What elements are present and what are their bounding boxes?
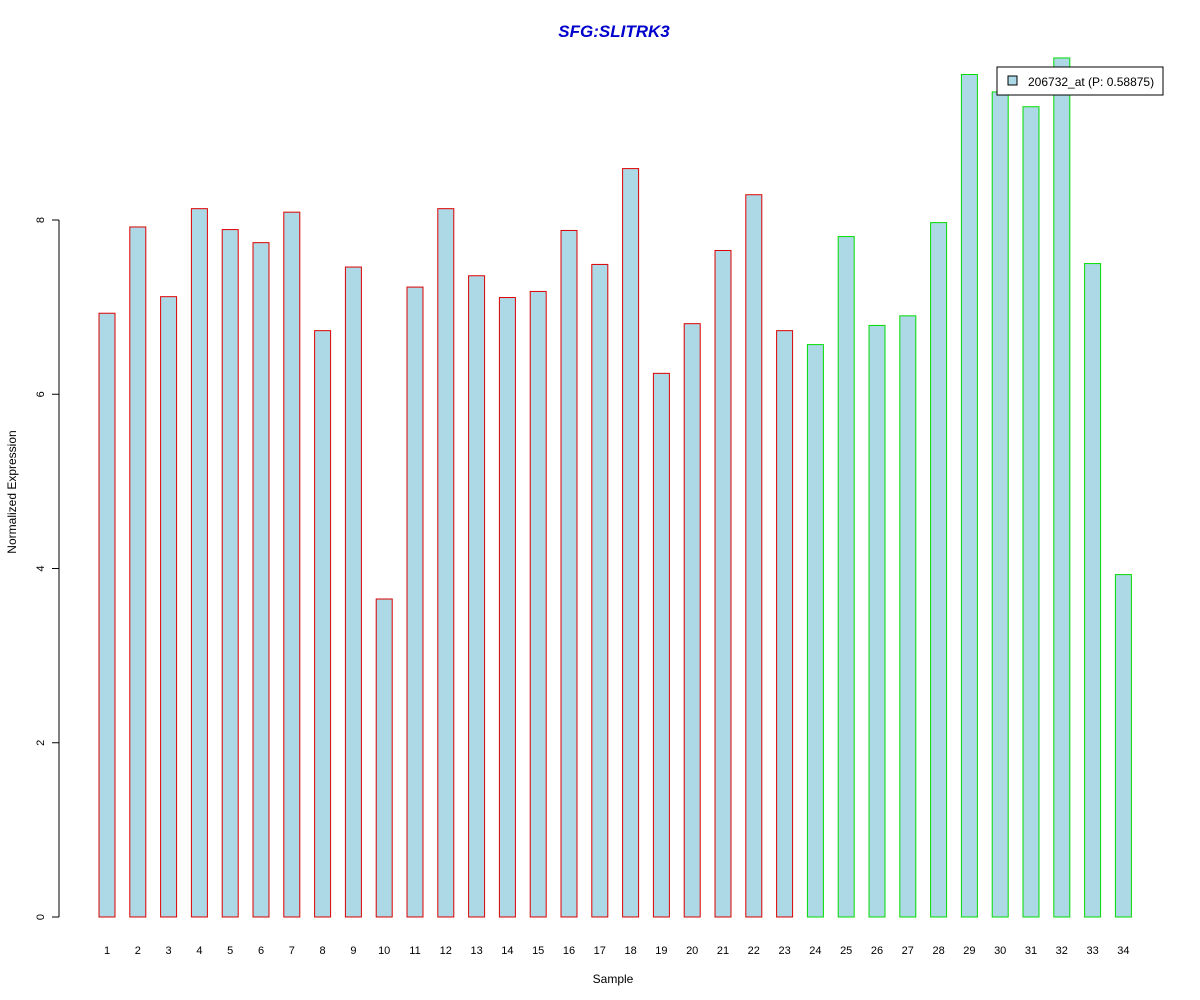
x-tick-label: 18: [624, 945, 636, 957]
bar: [745, 194, 763, 918]
bar: [868, 324, 886, 918]
x-tick-label: 27: [902, 945, 914, 957]
y-axis-label: Normalized Expression: [5, 430, 19, 553]
x-tick-label: 28: [932, 945, 944, 957]
x-tick-labels: 1 2 3 4 5 6 7 8 9 10 11 12 13 14 15 16 17 18 19 20 21 22 23 24 2…: [104, 945, 1130, 957]
bar: [560, 229, 578, 918]
x-tick-label: 6: [258, 945, 264, 957]
bar: [899, 315, 917, 918]
bar: [622, 168, 640, 918]
x-tick-label: 12: [440, 945, 452, 957]
x-tick-label: 24: [809, 945, 821, 957]
y-tick-label: 2: [35, 740, 47, 746]
x-tick-label: 14: [501, 945, 513, 957]
bar: [714, 249, 732, 918]
x-tick-label: 3: [166, 945, 172, 957]
y-tick-label: 0: [35, 914, 47, 920]
bar: [1114, 574, 1132, 918]
bars: [98, 57, 1132, 918]
bar: [344, 266, 362, 918]
bar: [437, 208, 455, 918]
x-tick-label: 25: [840, 945, 852, 957]
x-tick-label: 7: [289, 945, 295, 957]
x-tick-label: 21: [717, 945, 729, 957]
x-tick-label: 34: [1117, 945, 1129, 957]
x-tick-label: 20: [686, 945, 698, 957]
bar: [314, 330, 332, 918]
x-tick-label: 33: [1086, 945, 1098, 957]
bar: [683, 323, 701, 918]
bar: [806, 344, 824, 918]
x-tick-label: 17: [594, 945, 606, 957]
legend: 206732_at (P: 0.58875): [996, 66, 1164, 96]
bar: [160, 296, 178, 918]
bar: [190, 208, 208, 918]
x-tick-label: 30: [994, 945, 1006, 957]
bar: [930, 222, 948, 918]
legend-label: 206732_at (P: 0.58875): [1028, 75, 1154, 89]
x-tick-label: 11: [409, 945, 420, 957]
bar: [652, 372, 670, 918]
x-tick-label: 10: [378, 945, 390, 957]
x-axis-label: Sample: [593, 972, 634, 986]
x-tick-label: 5: [227, 945, 233, 957]
legend-swatch: [1007, 75, 1018, 86]
x-tick-label: 26: [871, 945, 883, 957]
bar: [98, 312, 116, 918]
chart-title: SFG:SLITRK3: [558, 22, 670, 41]
bar: [1084, 263, 1102, 918]
bar: [591, 263, 609, 918]
x-tick-label: 31: [1025, 945, 1037, 957]
y-tick-label: 8: [35, 217, 47, 223]
x-tick-label: 2: [135, 945, 141, 957]
x-tick-label: 8: [320, 945, 326, 957]
x-tick-label: 22: [748, 945, 760, 957]
bar: [406, 286, 424, 918]
y-tick-label: 4: [35, 565, 47, 571]
bar: [498, 297, 516, 918]
x-tick-label: 15: [532, 945, 544, 957]
bar: [837, 236, 855, 918]
bar: [375, 598, 393, 918]
bar: [776, 330, 794, 918]
bar: [252, 242, 270, 918]
bar: [283, 211, 301, 918]
x-tick-label: 19: [655, 945, 667, 957]
x-tick-label: 9: [350, 945, 356, 957]
x-tick-label: 23: [778, 945, 790, 957]
x-tick-label: 32: [1056, 945, 1068, 957]
x-tick-label: 4: [196, 945, 202, 957]
bar: [129, 226, 147, 918]
bar: [529, 290, 547, 918]
legend-box: [996, 66, 1164, 96]
bar: [1053, 57, 1071, 918]
bar: [1022, 106, 1040, 918]
x-tick-label: 29: [963, 945, 975, 957]
x-tick-label: 1: [104, 945, 110, 957]
x-tick-label: 13: [470, 945, 482, 957]
y-axis: 0 2 4 6 8: [35, 217, 60, 920]
bar: [991, 91, 1009, 918]
y-tick-label: 6: [35, 391, 47, 397]
bar: [960, 74, 978, 918]
bar: [221, 229, 239, 918]
bar: [468, 275, 486, 918]
x-tick-label: 16: [563, 945, 575, 957]
